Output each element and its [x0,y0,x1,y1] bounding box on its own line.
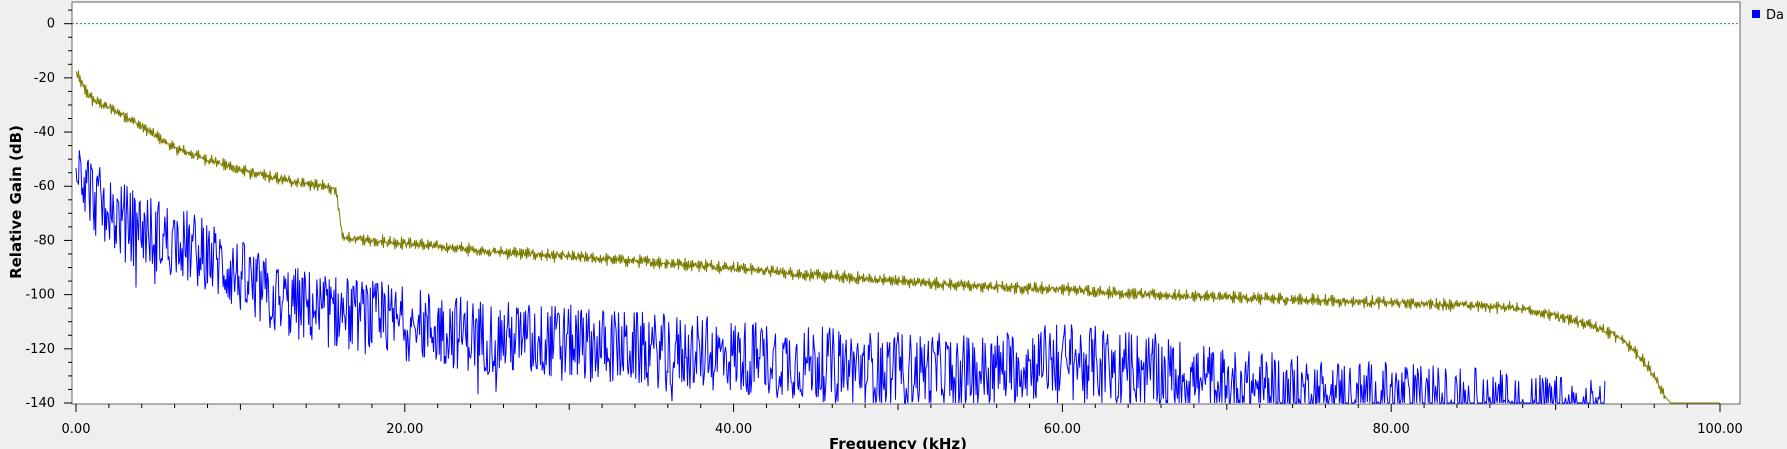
series-line-2 [75,150,1606,405]
y-tick-label: -120 [25,342,55,357]
legend-swatch [1752,10,1760,18]
series-layer [75,70,1720,405]
y-axis: 0 -20 -40 -60 -80 -100 -120 -140 [25,9,72,411]
y-tick-label: -140 [25,396,55,411]
x-tick-label: 80.00 [1373,422,1410,437]
series-line-1 [75,70,1720,404]
y-tick-label: -60 [34,179,55,194]
y-tick-label: -40 [34,125,55,140]
plot-area[interactable] [71,1,1741,405]
x-axis: 0.00 20.00 40.00 60.00 80.00 100.00 [62,404,1743,437]
x-axis-title: Frequency (kHz) [829,435,967,449]
x-tick-label: 60.00 [1044,422,1081,437]
y-axis-title: Relative Gain (dB) [7,125,25,279]
x-tick-label: 0.00 [62,422,91,437]
x-tick-label: 20.00 [386,422,423,437]
legend[interactable]: Da [1752,8,1784,23]
y-tick-label: -20 [34,71,55,86]
y-tick-label: 0 [47,17,55,32]
y-tick-label: -100 [25,288,55,303]
x-tick-label: 100.00 [1697,422,1743,437]
legend-label: Da [1766,8,1784,23]
y-tick-label: -80 [34,233,55,248]
x-tick-label: 40.00 [715,422,752,437]
